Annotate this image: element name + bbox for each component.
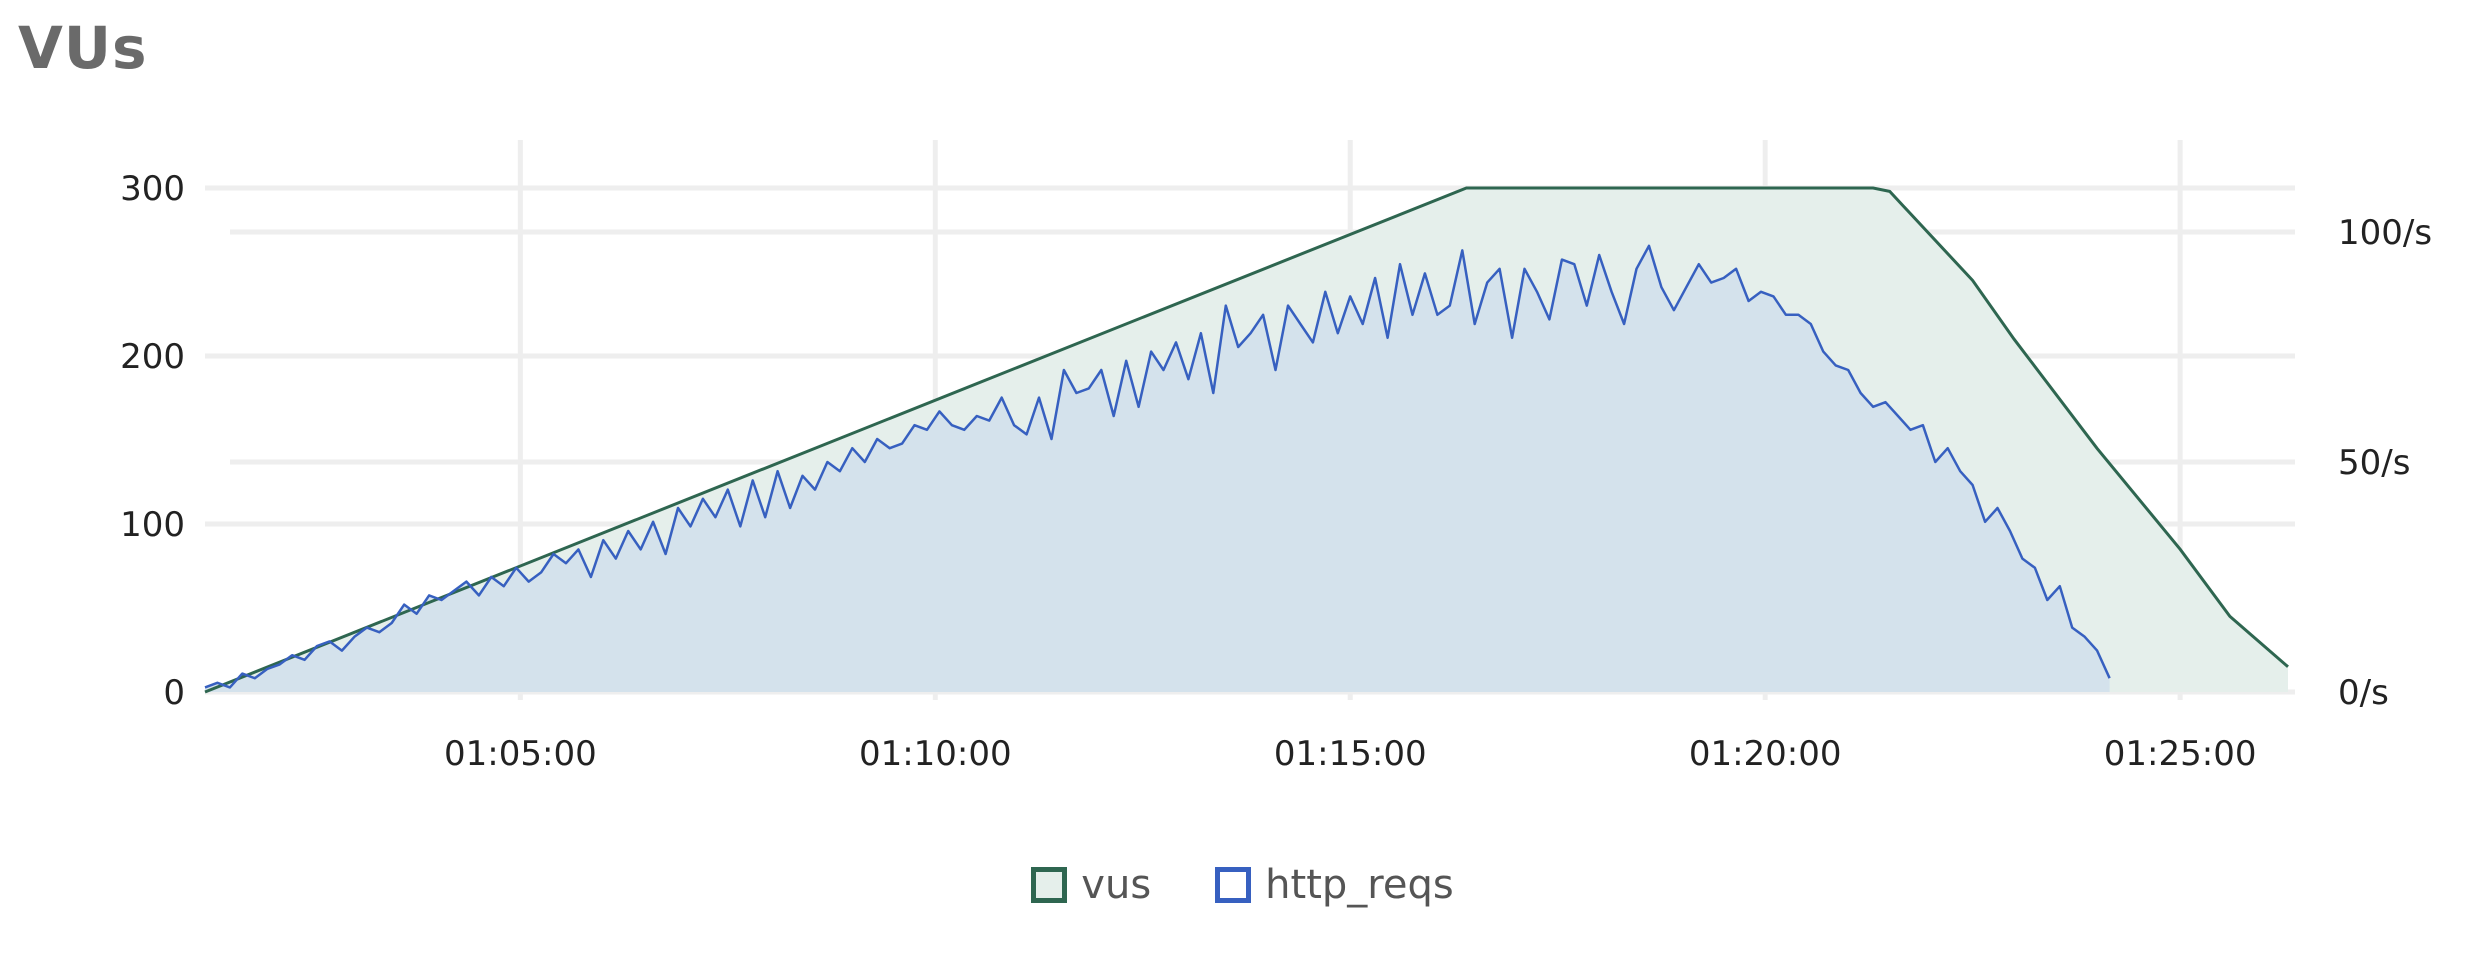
- series-http-reqs-area: [205, 245, 2110, 693]
- legend-label-http-reqs: http_reqs: [1265, 862, 1454, 908]
- y-right-tick-label: 0/s: [2338, 673, 2389, 713]
- http-reqs-swatch-icon: [1215, 867, 1252, 903]
- x-tick-label: 01:15:00: [1274, 734, 1427, 774]
- series-vus-line: [204, 186, 2289, 694]
- chart-title: VUs: [18, 14, 148, 82]
- y-left-tick-label: 0: [163, 673, 185, 713]
- legend-label-vus: vus: [1081, 862, 1152, 908]
- vus-swatch-icon: [1031, 867, 1068, 903]
- y-left-tick-label: 200: [120, 337, 185, 377]
- y-left-tick-label: 100: [120, 505, 185, 545]
- series-http-reqs-line: [204, 244, 2111, 689]
- x-tick-label: 01:20:00: [1689, 734, 1842, 774]
- y-left-tick-label: 300: [120, 169, 185, 209]
- x-tick-label: 01:25:00: [2104, 734, 2257, 774]
- y-right-tick-label: 100/s: [2338, 213, 2432, 253]
- x-tick-label: 01:10:00: [859, 734, 1012, 774]
- legend-item-vus[interactable]: vus: [1031, 862, 1151, 908]
- chart-legend: vus http_reqs: [0, 862, 2485, 908]
- vus-chart: 0 100 200 300 0/s 50/s 100/s 01:05:00 01:10:00 01…: [120, 140, 2432, 774]
- legend-item-http-reqs[interactable]: http_reqs: [1215, 862, 1454, 908]
- y-right-tick-label: 50/s: [2338, 443, 2410, 483]
- x-tick-label: 01:05:00: [444, 734, 597, 774]
